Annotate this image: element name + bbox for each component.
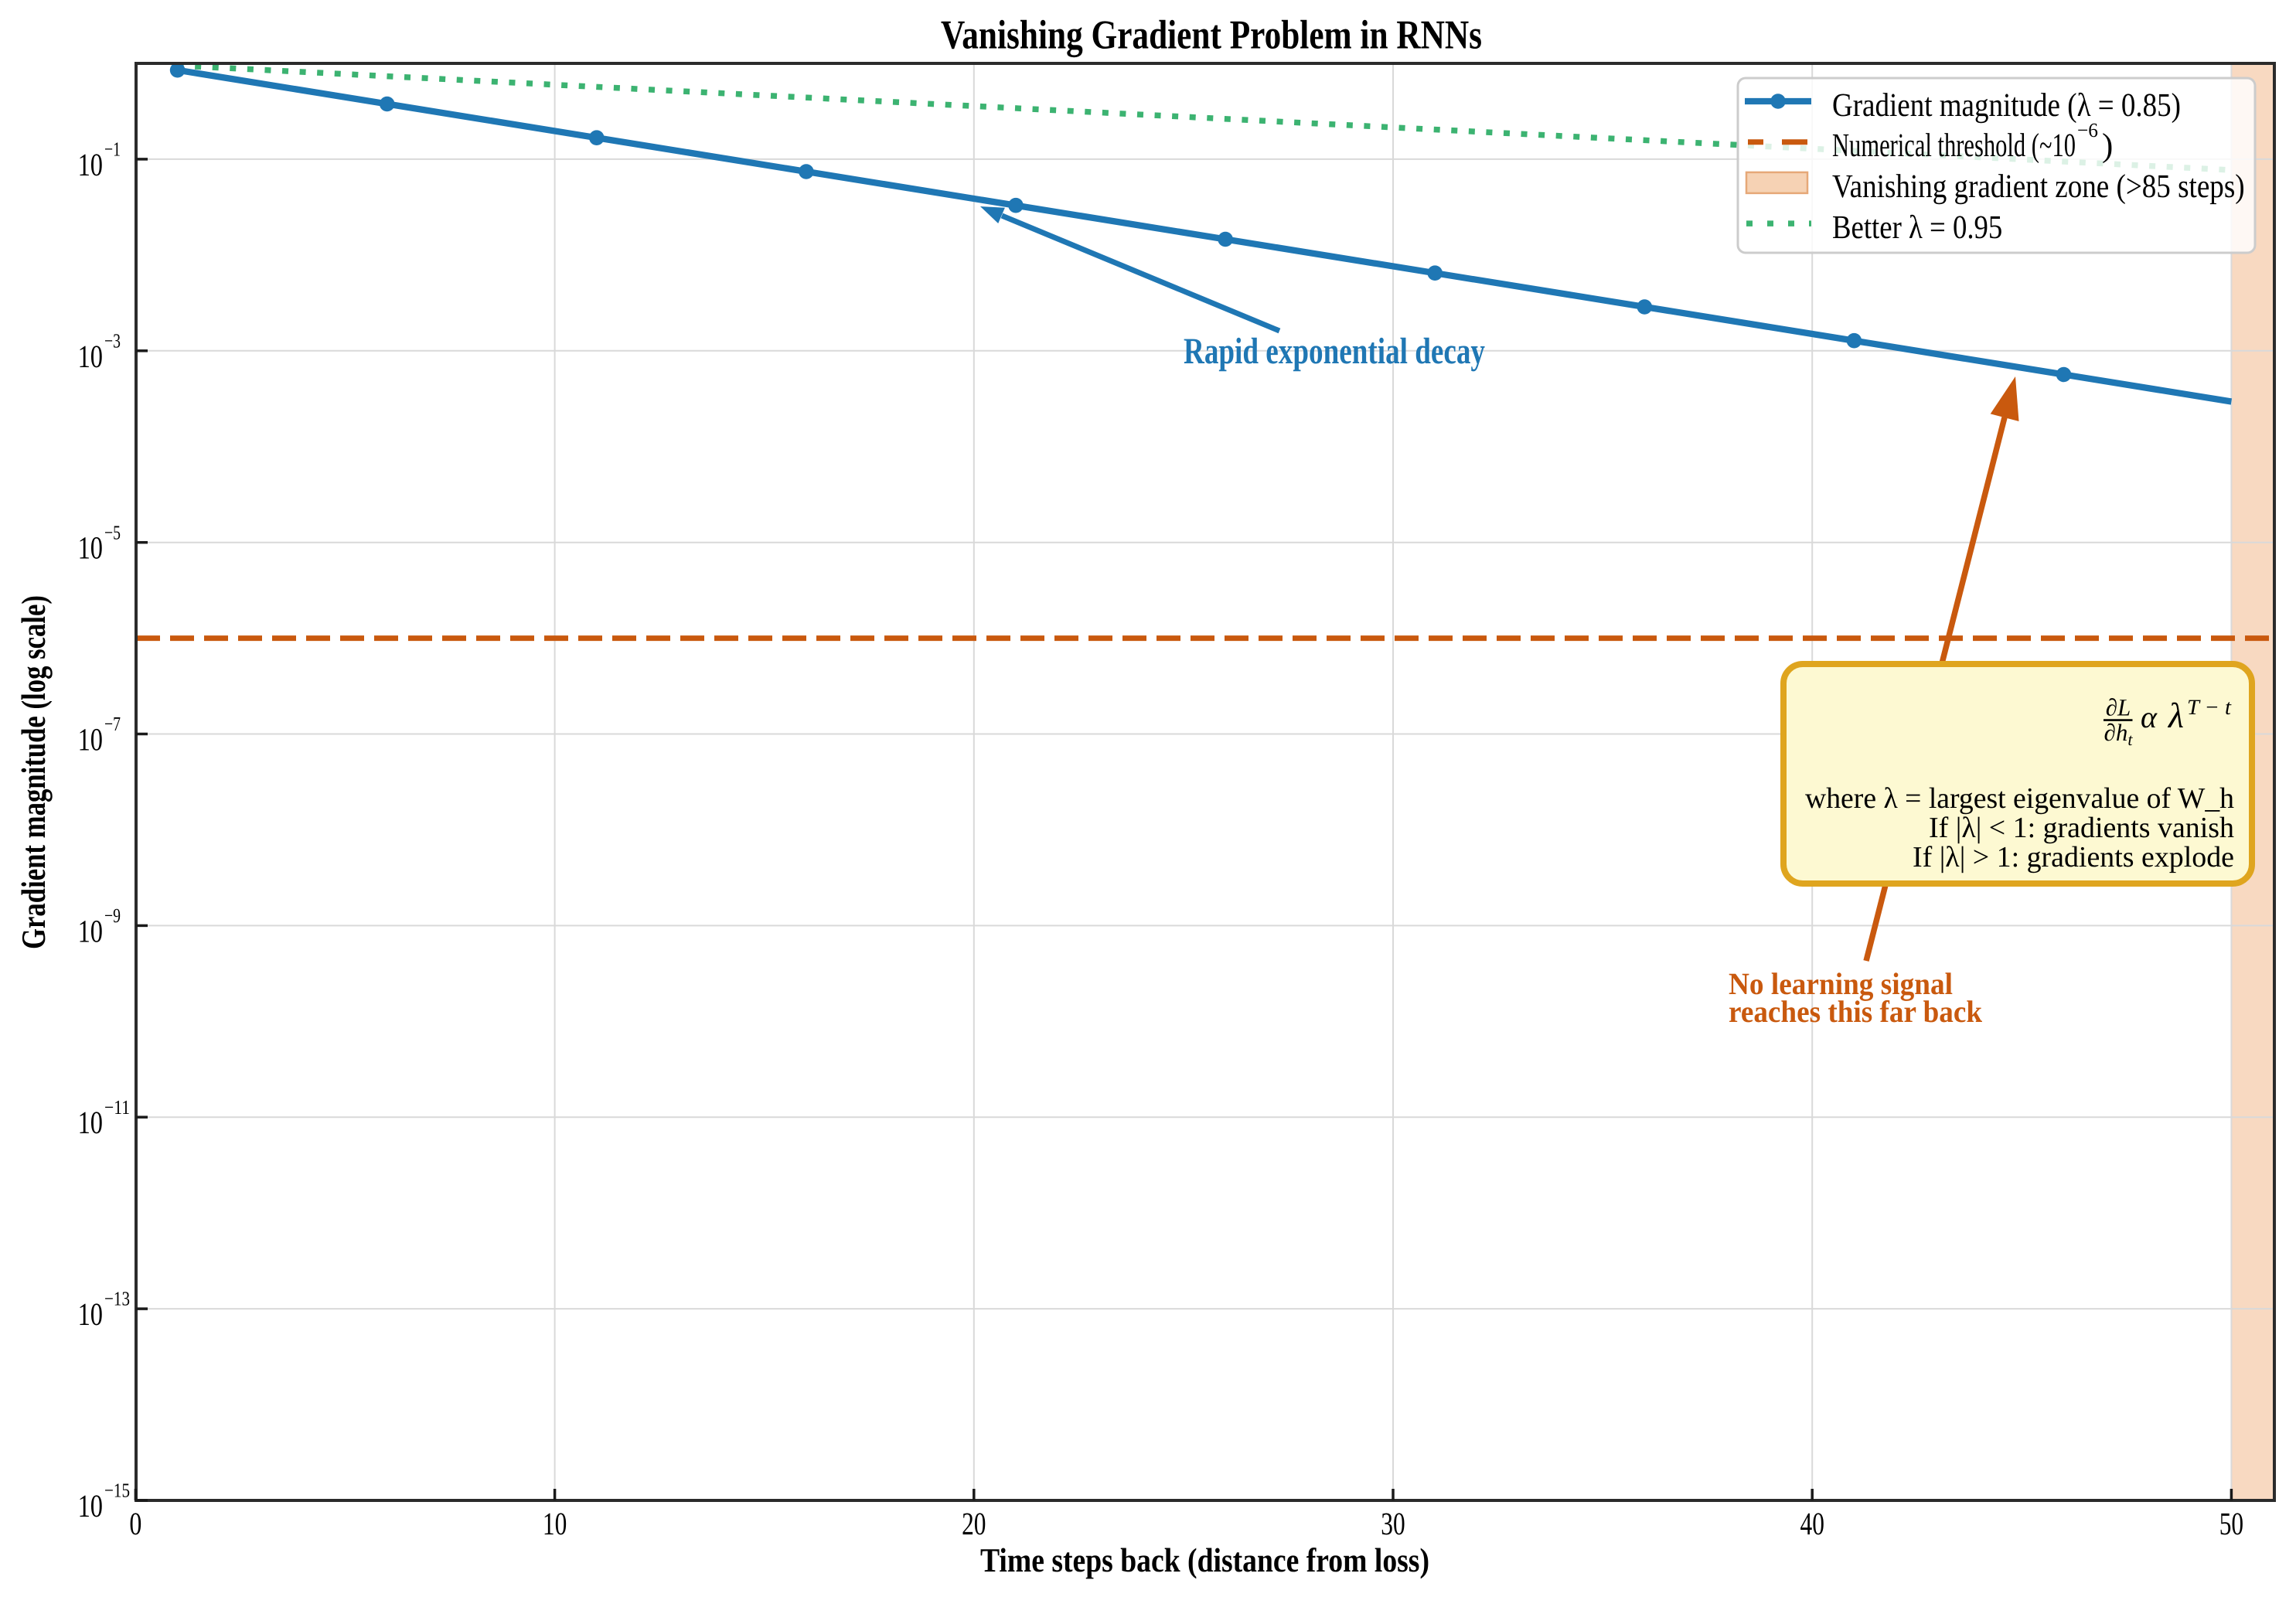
svg-text:Vanishing gradient zone (>85 s: Vanishing gradient zone (>85 steps): [1832, 169, 2245, 205]
svg-text:50: 50: [2219, 1506, 2243, 1541]
svg-text:10: 10: [78, 339, 103, 374]
svg-text:Gradient magnitude (λ = 0.85): Gradient magnitude (λ = 0.85): [1832, 87, 2181, 124]
svg-text:No learning signal: No learning signal: [1729, 966, 1953, 1001]
svg-text:−1: −1: [104, 138, 121, 161]
svg-text:40: 40: [1800, 1506, 1824, 1541]
svg-text:Better λ = 0.95: Better λ = 0.95: [1832, 209, 2002, 246]
svg-text:reaches this far back: reaches this far back: [1729, 994, 1983, 1029]
svg-text:10: 10: [78, 1105, 103, 1140]
svg-text:−3: −3: [104, 329, 121, 352]
svg-text:10: 10: [78, 913, 103, 948]
svg-text:Time steps back (distance from: Time steps back (distance from loss): [980, 1541, 1429, 1579]
svg-text:10: 10: [78, 722, 103, 758]
svg-text:0: 0: [129, 1506, 141, 1541]
svg-text:20: 20: [962, 1506, 986, 1541]
svg-text:10: 10: [78, 147, 103, 182]
svg-text:where λ = largest eigenvalue o: where λ = largest eigenvalue of W_h: [1805, 782, 2234, 815]
svg-text:Gradient magnitude (log scale): Gradient magnitude (log scale): [15, 595, 53, 949]
svg-text:): ): [2102, 128, 2113, 164]
svg-text:−15: −15: [104, 1480, 130, 1502]
svg-text:Rapid exponential decay: Rapid exponential decay: [1184, 331, 1485, 372]
svg-text:−6: −6: [2077, 119, 2098, 141]
svg-text:−5: −5: [104, 521, 121, 543]
svg-text:If |λ| > 1: gradients explode: If |λ| > 1: gradients explode: [1913, 841, 2234, 874]
svg-text:10: 10: [543, 1506, 567, 1541]
svg-text:∂L: ∂L: [2106, 694, 2131, 721]
svg-text:If |λ| < 1: gradients vanish: If |λ| < 1: gradients vanish: [1929, 812, 2234, 844]
svg-text:−13: −13: [104, 1288, 130, 1310]
svg-text:−9: −9: [104, 904, 121, 927]
svg-text:10: 10: [78, 530, 103, 566]
svg-text:−11: −11: [104, 1096, 130, 1119]
svg-text:λ: λ: [2167, 696, 2184, 735]
svg-text:Vanishing Gradient Problem in: Vanishing Gradient Problem in RNNs: [941, 13, 1482, 58]
svg-text:10: 10: [78, 1296, 103, 1332]
svg-text:T − t: T − t: [2187, 696, 2232, 720]
svg-text:−7: −7: [104, 713, 121, 735]
svg-text:10: 10: [78, 1488, 103, 1524]
svg-text:30: 30: [1381, 1506, 1405, 1541]
svg-text:α: α: [2141, 700, 2158, 734]
svg-text:Numerical threshold (~10: Numerical threshold (~10: [1832, 128, 2076, 164]
